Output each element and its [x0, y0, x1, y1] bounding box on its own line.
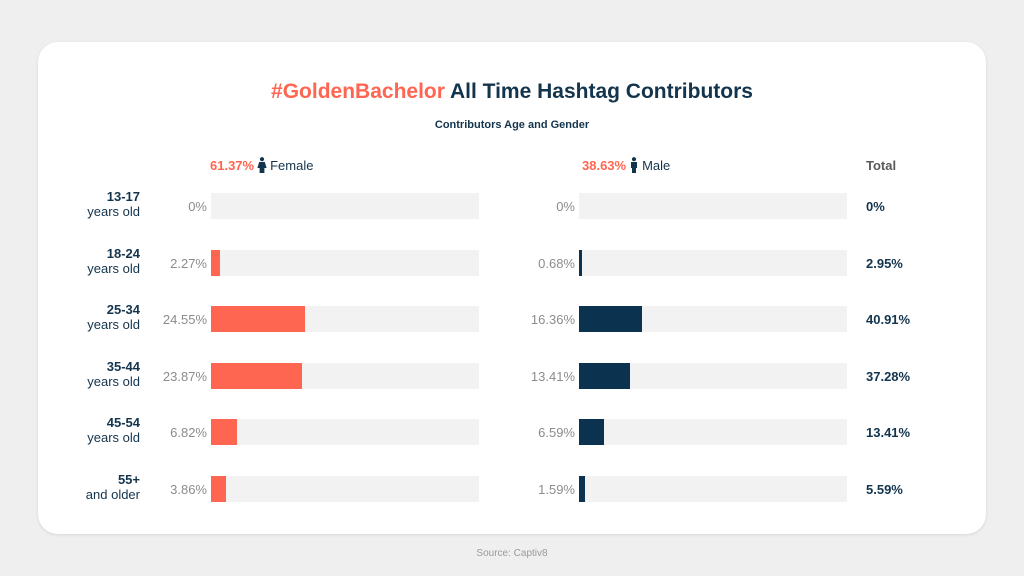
age-row: 25-34 years old 24.55% 16.36% 40.91%: [0, 302, 1024, 332]
chart-title: #GoldenBachelor All Time Hashtag Contrib…: [0, 80, 1024, 104]
male-bar-track: [579, 363, 847, 389]
male-value-label: 0%: [556, 199, 575, 214]
male-bar-track: [579, 419, 847, 445]
age-range: 13-17: [106, 189, 140, 204]
age-range: 45-54: [106, 415, 140, 430]
age-range-suffix: and older: [85, 487, 140, 502]
female-value-label: 0%: [188, 199, 207, 214]
male-value-label: 0.68%: [538, 256, 575, 271]
female-value-label: 24.55%: [162, 312, 207, 327]
total-value: 40.91%: [866, 312, 911, 327]
male-bar: [579, 476, 585, 502]
age-range: 35-44: [106, 359, 140, 374]
age-range: 55+: [117, 472, 140, 487]
female-bar-track: [211, 193, 479, 219]
chart-subtitle: Contributors Age and Gender: [434, 119, 590, 131]
male-bar: [579, 419, 604, 445]
total-column-header: Total: [866, 158, 897, 173]
age-group-label: 35-44 years old: [87, 359, 140, 389]
age-range: 25-34: [106, 302, 140, 317]
male-bar-track: [579, 306, 847, 332]
age-range-suffix: years old: [87, 204, 140, 219]
male-bar: [579, 306, 642, 332]
female-value-label: 3.86%: [170, 482, 207, 497]
age-row: 13-17 years old 0% 0% 0%: [0, 189, 1024, 219]
female-bar-track: [211, 363, 479, 389]
male-bar-track: [579, 476, 847, 502]
female-person-icon: [257, 157, 267, 173]
age-row: 45-54 years old 6.82% 6.59% 13.41%: [0, 415, 1024, 445]
female-bar-track: [211, 419, 479, 445]
chart-card: [38, 42, 986, 534]
female-label: Female: [270, 157, 314, 173]
female-bar: [211, 363, 302, 389]
title-hashtag: #GoldenBachelor: [271, 80, 445, 103]
total-value: 2.95%: [866, 256, 903, 271]
female-bar: [211, 476, 226, 502]
male-label: Male: [642, 157, 671, 173]
age-group-label: 18-24 years old: [87, 246, 140, 276]
male-value-label: 13.41%: [530, 369, 575, 384]
title-text: All Time Hashtag Contributors: [444, 80, 753, 103]
female-bar-track: [211, 306, 479, 332]
age-row: 18-24 years old 2.27% 0.68% 2.95%: [0, 246, 1024, 276]
age-row: 55+ and older 3.86% 1.59% 5.59%: [0, 472, 1024, 502]
age-group-label: 55+ and older: [86, 472, 140, 502]
age-range-suffix: years old: [87, 374, 140, 389]
age-range-suffix: years old: [87, 261, 140, 276]
male-person-icon: [631, 157, 638, 173]
female-value-label: 23.87%: [162, 369, 207, 384]
age-row: 35-44 years old 23.87% 13.41% 37.28%: [0, 359, 1024, 389]
female-value-label: 6.82%: [170, 425, 207, 440]
male-bar: [579, 363, 630, 389]
total-value: 37.28%: [866, 369, 911, 384]
total-value: 0%: [866, 199, 885, 214]
total-value: 5.59%: [866, 482, 903, 497]
source-note: Source: Captiv8: [476, 548, 548, 559]
female-bar-track: [211, 250, 479, 276]
male-value-label: 6.59%: [538, 425, 575, 440]
male-share: 38.63%: [582, 157, 627, 173]
female-bar: [211, 419, 237, 445]
male-bar-track: [579, 250, 847, 276]
male-value-label: 16.36%: [530, 312, 575, 327]
age-group-label: 13-17 years old: [87, 189, 140, 219]
female-bar-track: [211, 476, 479, 502]
female-column-header: 61.37% Female: [210, 157, 313, 173]
age-range-suffix: years old: [87, 317, 140, 332]
female-bar: [211, 306, 305, 332]
male-column-header: 38.63% Male: [582, 157, 670, 173]
total-value: 13.41%: [866, 425, 911, 440]
female-share: 61.37%: [210, 157, 255, 173]
age-group-label: 45-54 years old: [87, 415, 140, 445]
age-group-label: 25-34 years old: [87, 302, 140, 332]
female-bar: [211, 250, 220, 276]
female-value-label: 2.27%: [170, 256, 207, 271]
male-value-label: 1.59%: [538, 482, 575, 497]
age-range: 18-24: [106, 246, 140, 261]
age-range-suffix: years old: [87, 430, 140, 445]
male-bar-track: [579, 193, 847, 219]
male-bar: [579, 250, 582, 276]
